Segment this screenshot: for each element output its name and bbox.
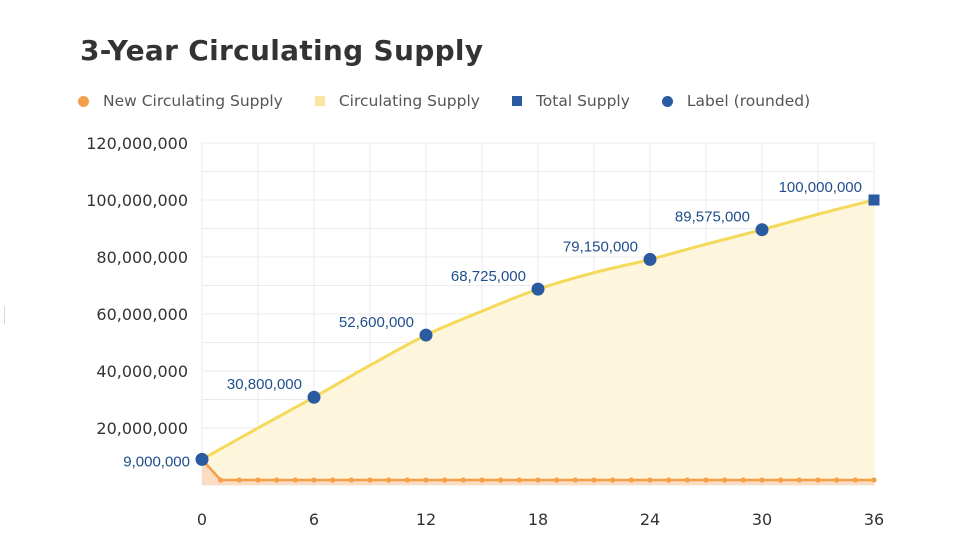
new-circulating-supply-point: [666, 477, 672, 483]
legend-item-new-circulating-supply[interactable]: New Circulating Supply: [78, 92, 283, 110]
label-rounded-point: [307, 390, 321, 404]
label-rounded-point: [195, 452, 209, 466]
new-circulating-supply-point: [572, 477, 578, 483]
data-label: 52,600,000: [339, 314, 414, 331]
new-circulating-supply-point: [722, 477, 728, 483]
legend-item-label-rounded[interactable]: Label (rounded): [661, 92, 811, 110]
new-circulating-supply-point: [684, 477, 690, 483]
new-circulating-supply-point: [740, 477, 746, 483]
x-tick-label: 30: [752, 510, 772, 529]
legend-marker-circulating-supply: [314, 96, 325, 106]
x-tick-label: 6: [309, 510, 319, 529]
new-circulating-supply-point: [647, 477, 653, 483]
data-label: 68,725,000: [451, 268, 526, 285]
total-supply-point: [868, 194, 880, 206]
label-rounded-point: [419, 328, 433, 342]
data-label: 30,800,000: [227, 376, 302, 393]
new-circulating-supply-point: [423, 477, 429, 483]
legend-marker-total-supply: [511, 96, 522, 106]
legend-item-total-supply[interactable]: Total Supply: [511, 92, 630, 110]
new-circulating-supply-point: [367, 477, 373, 483]
new-circulating-supply-point: [255, 477, 261, 483]
new-circulating-supply-point: [330, 477, 336, 483]
new-circulating-supply-point: [236, 477, 242, 483]
chart-title: 3-Year Circulating Supply: [80, 34, 484, 67]
new-circulating-supply-point: [703, 477, 709, 483]
chart-legend: New Circulating Supply Circulating Suppl…: [78, 89, 810, 113]
legend-label-label-rounded: Label (rounded): [686, 92, 811, 110]
y-tick-label: 80,000,000: [96, 248, 188, 267]
x-tick-label: 0: [197, 510, 207, 529]
new-circulating-supply-point: [778, 477, 784, 483]
x-tick-label: 24: [640, 510, 660, 529]
legend-label-total-supply: Total Supply: [535, 92, 630, 110]
new-circulating-supply-point: [274, 477, 280, 483]
x-tick-label: 12: [416, 510, 436, 529]
new-circulating-supply-point: [834, 477, 840, 483]
new-circulating-supply-point: [386, 477, 392, 483]
new-circulating-supply-point: [852, 477, 858, 483]
new-circulating-supply-point: [348, 477, 354, 483]
new-circulating-supply-point: [610, 477, 616, 483]
new-circulating-supply-point: [218, 477, 224, 483]
y-tick-label: 100,000,000: [86, 191, 188, 210]
y-tick-label: 40,000,000: [96, 362, 188, 381]
new-circulating-supply-point: [311, 477, 317, 483]
data-label: 100,000,000: [779, 179, 862, 196]
legend-label-new-circulating-supply: New Circulating Supply: [103, 92, 283, 110]
data-label: 89,575,000: [675, 209, 750, 226]
x-tick-label: 18: [528, 510, 548, 529]
circulating-supply-area: [202, 200, 874, 485]
new-circulating-supply-point: [871, 477, 877, 483]
new-circulating-supply-point: [554, 477, 560, 483]
new-circulating-supply-point: [498, 477, 504, 483]
label-rounded-point: [755, 223, 769, 237]
new-circulating-supply-point: [815, 477, 821, 483]
new-circulating-supply-point: [442, 477, 448, 483]
y-tick-label: 60,000,000: [96, 305, 188, 324]
new-circulating-supply-point: [591, 477, 597, 483]
legend-label-circulating-supply: Circulating Supply: [338, 92, 480, 110]
label-rounded-point: [531, 282, 545, 296]
new-circulating-supply-point: [479, 477, 485, 483]
new-circulating-supply-area: [202, 459, 874, 485]
legend-marker-new-circulating-supply: [78, 95, 89, 107]
new-circulating-supply-point: [460, 477, 466, 483]
new-circulating-supply-point: [759, 477, 765, 483]
data-label: 79,150,000: [563, 238, 638, 255]
new-circulating-supply-point: [628, 477, 634, 483]
x-tick-label: 36: [864, 510, 884, 529]
new-circulating-supply-point: [404, 477, 410, 483]
label-rounded-point: [643, 252, 657, 266]
legend-marker-label-rounded: [661, 95, 673, 107]
edge-divider: [4, 306, 5, 324]
new-circulating-supply-point: [535, 477, 541, 483]
y-tick-label: 120,000,000: [86, 134, 188, 153]
new-circulating-supply-point: [796, 477, 802, 483]
data-label: 9,000,000: [123, 453, 190, 470]
new-circulating-supply-point: [292, 477, 298, 483]
y-tick-label: 20,000,000: [96, 419, 188, 438]
new-circulating-supply-point: [516, 477, 522, 483]
legend-item-circulating-supply[interactable]: Circulating Supply: [314, 92, 480, 110]
